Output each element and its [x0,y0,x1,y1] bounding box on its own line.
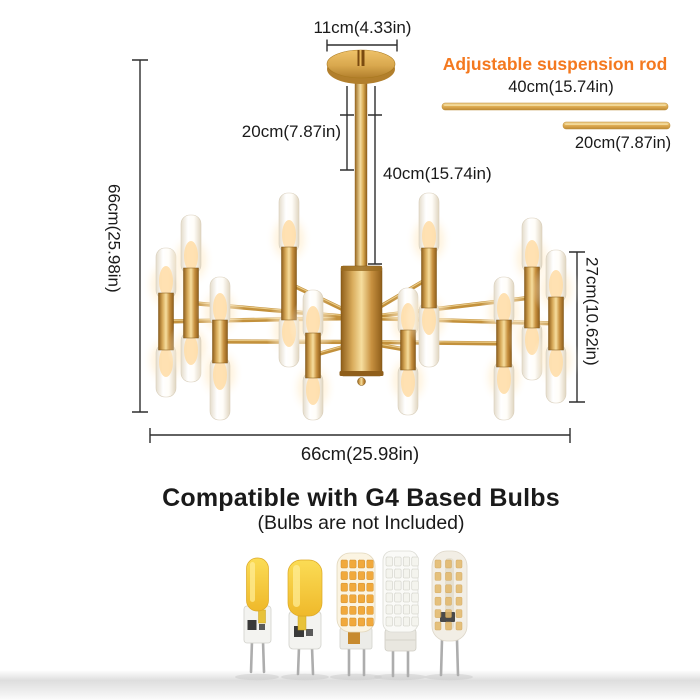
dimension-lines [132,39,585,443]
canopy-width-label: 11cm(4.33in) [313,18,412,37]
g4-corn-warm-smd-bulb [336,552,376,677]
suspension-rod-short [562,121,671,130]
bulbs-not-included-note: (Bulbs are not Included) [257,512,465,534]
g4-corn-white-smd-bulb [382,550,419,678]
body-height-label: 27cm(10.62in) [582,257,602,366]
long-rod-length-label: 40cm(15.74in) [508,78,614,96]
upper-drop-label: 20cm(7.87in) [241,122,341,141]
light-cluster [405,192,453,368]
chandelier-centre [326,49,396,386]
g4-cob-compact-bulb [243,557,272,674]
short-rod-length-label: 20cm(7.87in) [574,134,672,152]
total-drop-label: 40cm(15.74in) [383,164,492,183]
suspension-rod-title: Adjustable suspension rod [442,54,668,74]
fixture-width-label: 66cm(25.98in) [300,443,420,464]
fixture-height-label: 66cm(25.98in) [104,184,124,293]
compatibility-heading: Compatible with G4 Based Bulbs [162,484,560,512]
chandelier [142,49,580,421]
light-cluster [289,289,337,421]
g4-bulbs [243,550,468,678]
light-cluster [480,276,528,421]
light-cluster [196,276,244,421]
suspension-rod-long [441,102,669,111]
g4-silicone-smd-bulb [431,550,468,677]
light-cluster [532,249,580,404]
g4-cob-large-bulb [287,559,323,676]
